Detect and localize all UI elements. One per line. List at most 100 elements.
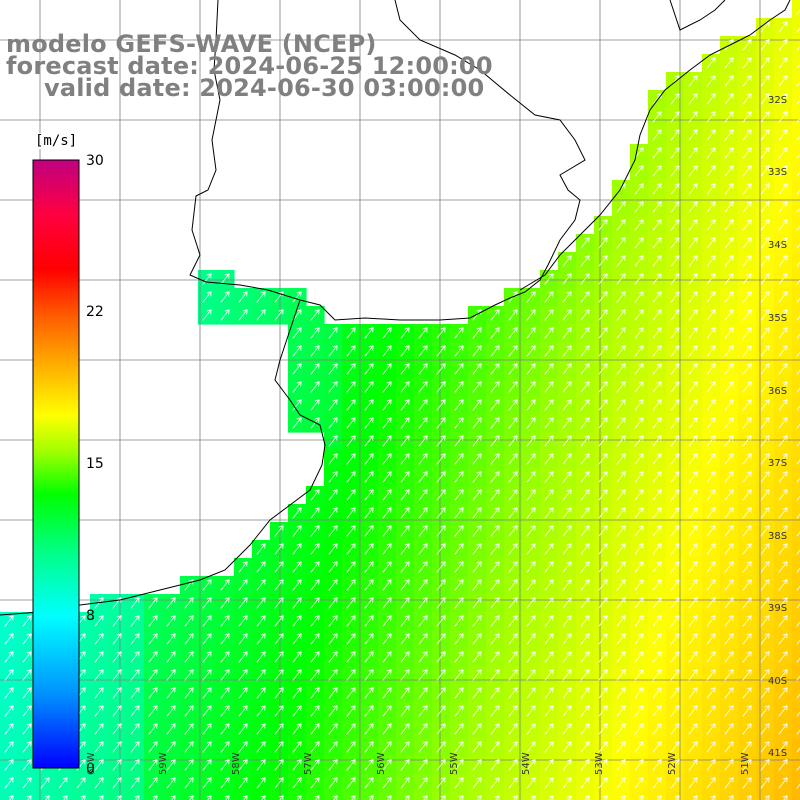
wind-arrow	[634, 219, 644, 231]
wind-arrow	[292, 399, 302, 411]
wind-arrow	[436, 777, 446, 789]
wind-arrow	[256, 543, 266, 555]
wind-cell	[450, 666, 469, 685]
wind-arrow	[202, 687, 212, 699]
wind-arrow	[652, 669, 662, 681]
wind-cell	[450, 792, 469, 800]
wind-arrow	[616, 633, 626, 645]
wind-arrow	[292, 291, 302, 303]
wind-arrow	[184, 615, 194, 627]
wind-arrow	[778, 723, 788, 735]
wind-cell	[378, 612, 397, 631]
wind-arrow	[220, 633, 230, 645]
wind-cell	[576, 684, 595, 703]
wind-arrow	[292, 759, 302, 771]
wind-arrow	[634, 741, 644, 753]
wind-arrow	[508, 489, 518, 501]
lat-label-32s: 32S	[768, 95, 788, 106]
wind-arrow	[724, 309, 734, 321]
wind-arrow	[670, 471, 680, 483]
wind-arrow	[418, 687, 428, 699]
wind-cell	[216, 288, 235, 307]
wind-arrow	[652, 687, 662, 699]
wind-arrow	[796, 135, 800, 141]
wind-cell	[252, 306, 271, 325]
wind-arrow	[688, 201, 698, 213]
wind-arrow	[796, 495, 800, 501]
wind-cell	[378, 702, 397, 721]
wind-cell	[612, 594, 631, 613]
wind-arrow	[364, 759, 374, 771]
wind-cell	[324, 612, 343, 631]
wind-cell	[792, 36, 800, 55]
wind-arrow	[724, 237, 734, 249]
wind-arrow	[598, 705, 608, 717]
wind-cell	[414, 576, 433, 595]
wind-arrow	[652, 615, 662, 627]
wind-arrow	[508, 633, 518, 645]
wind-arrow	[274, 741, 284, 753]
wind-arrow	[724, 687, 734, 699]
wind-arrow	[382, 561, 392, 573]
wind-arrow	[562, 453, 572, 465]
wind-cell	[234, 288, 253, 307]
wind-arrow	[724, 435, 734, 447]
wind-arrow	[796, 747, 800, 753]
wind-cell	[702, 774, 721, 793]
wind-arrow	[580, 471, 590, 483]
wind-cell	[684, 414, 703, 433]
wind-arrow	[4, 705, 14, 717]
wind-arrow	[94, 741, 104, 753]
wind-arrow	[346, 507, 356, 519]
wind-arrow	[760, 507, 770, 519]
wind-arrow	[292, 669, 302, 681]
wind-cell	[540, 288, 559, 307]
wind-cell	[414, 702, 433, 721]
wind-cell	[378, 486, 397, 505]
wind-cell	[450, 702, 469, 721]
wind-cell	[630, 630, 649, 649]
wind-cell	[432, 630, 451, 649]
wind-arrow	[652, 147, 662, 159]
wind-cell	[198, 738, 217, 757]
wind-arrow	[796, 405, 800, 411]
wind-arrow	[742, 543, 752, 555]
wind-arrow	[778, 183, 788, 195]
wind-arrow	[724, 489, 734, 501]
wind-cell	[684, 72, 703, 91]
wind-cell	[720, 216, 739, 235]
wind-cell	[306, 792, 325, 800]
wind-arrow	[436, 363, 446, 375]
wind-cell	[594, 576, 613, 595]
wind-cell	[558, 756, 577, 775]
wind-arrow	[526, 489, 536, 501]
wind-arrow	[742, 75, 752, 87]
wind-arrow	[112, 759, 122, 771]
wind-arrow	[436, 543, 446, 555]
wind-cell	[720, 54, 739, 73]
wind-cell	[576, 648, 595, 667]
wind-arrow	[706, 723, 716, 735]
wind-arrow	[670, 273, 680, 285]
wind-cell	[738, 522, 757, 541]
wind-arrow	[544, 345, 554, 357]
wind-arrow	[310, 363, 320, 375]
wind-cell	[522, 306, 541, 325]
wind-cell	[576, 360, 595, 379]
wind-arrow	[580, 273, 590, 285]
wind-arrow	[472, 453, 482, 465]
wind-arrow	[670, 759, 680, 771]
wind-arrow	[346, 543, 356, 555]
wind-arrow	[346, 525, 356, 537]
wind-arrow	[616, 363, 626, 375]
wind-arrow	[292, 777, 302, 789]
wind-cell	[468, 792, 487, 800]
wind-arrow	[796, 423, 800, 429]
wind-cell	[756, 54, 775, 73]
wind-cell	[756, 720, 775, 739]
wind-cell	[450, 648, 469, 667]
wind-arrow	[292, 561, 302, 573]
wind-arrow	[760, 777, 770, 789]
wind-arrow	[328, 705, 338, 717]
wind-cell	[216, 720, 235, 739]
